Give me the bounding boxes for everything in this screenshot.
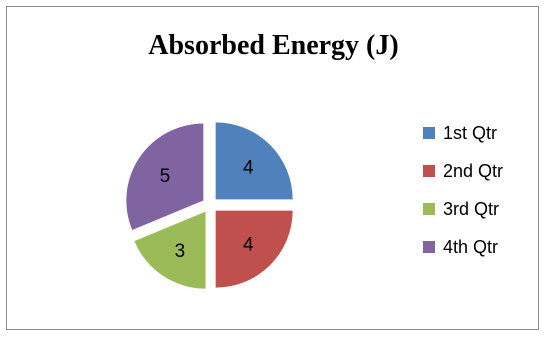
chart-title: Absorbed Energy (J) bbox=[148, 30, 399, 61]
data-label-2: 4 bbox=[243, 234, 254, 255]
legend-swatch bbox=[423, 165, 435, 177]
pie-slice-3 bbox=[134, 211, 206, 289]
legend-label: 2nd Qtr bbox=[443, 160, 504, 181]
legend-swatch bbox=[423, 241, 435, 253]
legend-label: 3rd Qtr bbox=[443, 198, 500, 219]
data-label-3: 3 bbox=[175, 241, 186, 262]
data-label-4: 5 bbox=[160, 166, 171, 187]
legend-label: 1st Qtr bbox=[443, 122, 498, 143]
pie-slice-1 bbox=[215, 122, 293, 200]
pie-slice-4 bbox=[126, 123, 204, 231]
legend-item: 2nd Qtr bbox=[423, 158, 539, 184]
legend-item: 1st Qtr bbox=[423, 120, 539, 146]
legend: 1st Qtr 2nd Qtr 3rd Qtr 4th Qtr bbox=[423, 120, 539, 272]
legend-item: 4th Qtr bbox=[423, 234, 539, 260]
pie-slice-2 bbox=[215, 210, 293, 288]
data-label-1: 4 bbox=[243, 158, 254, 179]
legend-label: 4th Qtr bbox=[443, 236, 499, 257]
legend-swatch bbox=[423, 203, 435, 215]
legend-item: 3rd Qtr bbox=[423, 196, 539, 222]
legend-swatch bbox=[423, 127, 435, 139]
